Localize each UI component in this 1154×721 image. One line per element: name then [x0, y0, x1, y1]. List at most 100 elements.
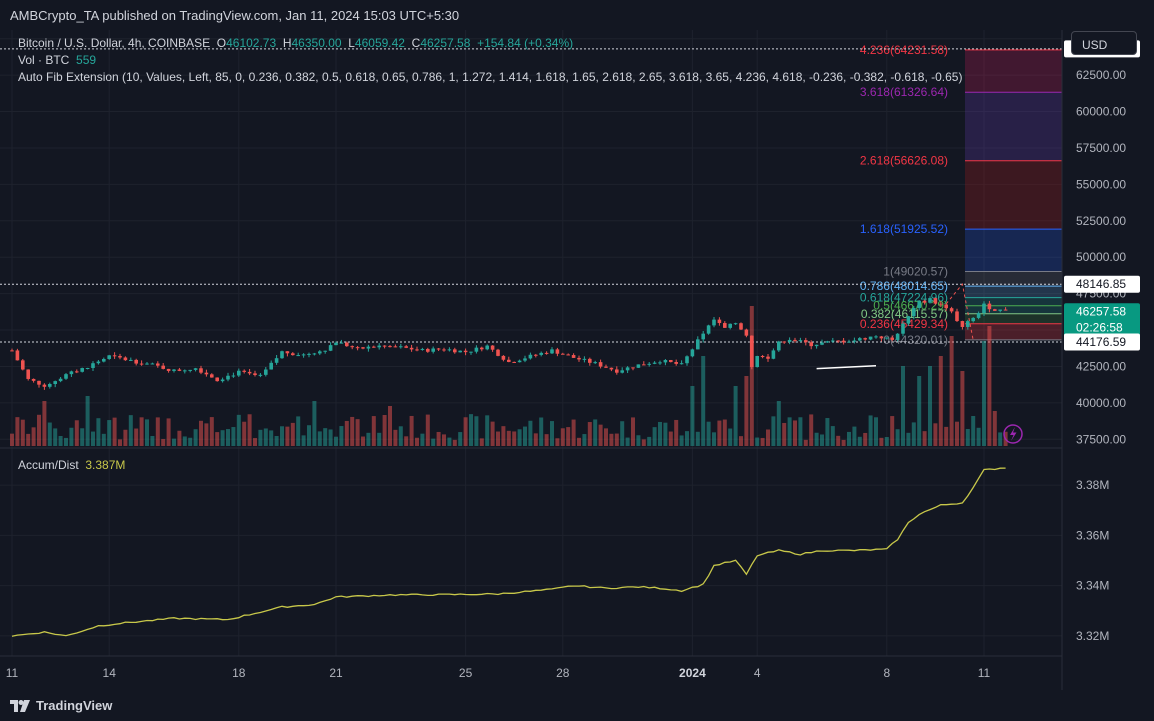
volume-bar [96, 418, 101, 446]
candle-body [966, 321, 970, 327]
fib-legend[interactable]: Auto Fib Extension (10, Values, Left, 85… [18, 70, 962, 84]
candle-body [631, 367, 635, 369]
close-value: 46257.58 [420, 36, 471, 50]
candle-body [161, 365, 165, 369]
volume-bar [128, 415, 133, 446]
volume-bar [668, 431, 673, 446]
candle-body [577, 357, 581, 360]
change-value: +154.84 (+0.34%) [477, 36, 574, 50]
volume-bar [350, 416, 355, 446]
candle-body [798, 340, 803, 342]
volume-bar [172, 438, 176, 446]
volume-bar [587, 422, 592, 446]
volume-bar [717, 420, 722, 446]
accum-dist-label[interactable]: Accum/Dist [18, 458, 79, 472]
volume-bar [85, 396, 90, 446]
volume-bar [188, 437, 193, 446]
candle-body [885, 337, 889, 339]
volume-bar [728, 428, 733, 446]
candle-body [91, 363, 95, 368]
candle-body [555, 349, 560, 354]
candle-body [777, 341, 781, 351]
volume-bar [37, 414, 41, 446]
tradingview-logo-icon [10, 699, 30, 712]
publisher-text: AMBCrypto_TA published on TradingView.co… [10, 8, 460, 23]
volume-bar [922, 431, 927, 446]
candle-body [393, 346, 398, 348]
candle-body [361, 347, 365, 349]
volume-bar [177, 430, 182, 446]
accum-axis-label: 3.34M [1076, 579, 1109, 593]
volume-bar [209, 417, 214, 446]
candle-body [593, 362, 597, 364]
volume-bar [69, 427, 74, 446]
candle-body [712, 319, 716, 326]
candle-body [717, 319, 722, 324]
volume-bar [317, 431, 322, 446]
volume-bar [371, 416, 376, 446]
candle-body [231, 375, 236, 377]
candle-body [696, 339, 700, 350]
candle-body [64, 374, 68, 379]
candle-body [15, 350, 20, 361]
candle-body [237, 370, 241, 376]
volume-bar [857, 436, 862, 446]
currency-button[interactable]: USD [1071, 31, 1137, 55]
candle-body [723, 323, 727, 328]
candle-body [58, 378, 63, 382]
candle-body [334, 342, 338, 346]
candle-body [928, 298, 932, 303]
volume-bar [393, 429, 398, 446]
candle-body [269, 362, 273, 370]
volume-label[interactable]: Vol · BTC [18, 53, 70, 67]
volume-bar [652, 427, 657, 446]
volume-bar [15, 417, 20, 446]
volume-bar [436, 431, 441, 446]
volume-bar [766, 429, 770, 446]
candle-body [658, 362, 662, 364]
candle-body [69, 371, 74, 375]
volume-bar [917, 376, 922, 446]
candle-body [652, 362, 657, 364]
volume-bar [884, 437, 889, 446]
candle-body [669, 360, 673, 363]
candle-body [123, 357, 128, 361]
candle-body [10, 350, 14, 352]
tradingview-logo[interactable]: TradingView [10, 698, 112, 713]
volume-bar [280, 426, 284, 446]
candle-body [350, 346, 354, 348]
volume-bar [614, 433, 619, 446]
volume-bar [701, 356, 706, 446]
candle-body [507, 359, 511, 362]
candle-body [604, 366, 608, 368]
candle-body [193, 368, 198, 370]
volume-bar [263, 428, 268, 446]
volume-bar [226, 429, 230, 446]
volume-bar [247, 414, 252, 446]
candle-body [53, 381, 57, 385]
volume-bar [976, 427, 981, 446]
fib-trend-line [945, 283, 974, 341]
fib-zone [965, 160, 1062, 230]
candle-body [204, 372, 209, 375]
volume-bar [253, 438, 257, 446]
candle-body [820, 342, 824, 345]
candle-body [814, 344, 819, 347]
symbol-name[interactable]: Bitcoin / U.S. Dollar, 4h, COINBASE [18, 36, 211, 50]
candle-body [220, 379, 225, 382]
candle-body [280, 351, 284, 359]
candle-body [636, 364, 641, 368]
volume-bar [415, 437, 419, 446]
volume-bar [901, 366, 905, 446]
volume-legend: Vol · BTC 559 [18, 53, 96, 67]
candle-body [976, 313, 981, 318]
candle-body [944, 304, 948, 309]
price-tag [1064, 275, 1140, 293]
candle-body [37, 380, 41, 385]
volume-bar [296, 416, 301, 446]
volume-bar [582, 434, 587, 446]
candle-body [561, 353, 565, 355]
volume-bar [118, 439, 122, 446]
candle-body [172, 369, 176, 371]
